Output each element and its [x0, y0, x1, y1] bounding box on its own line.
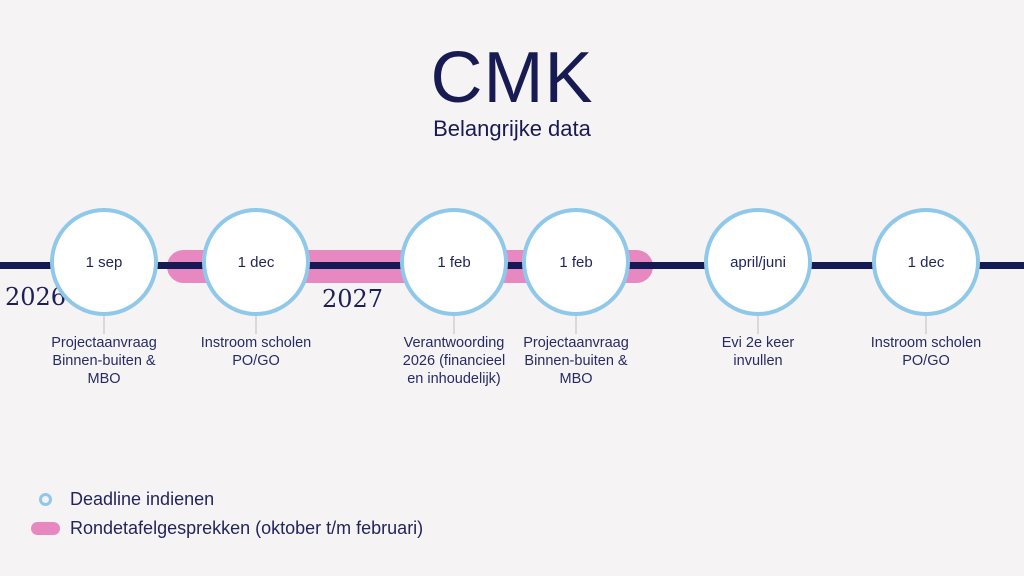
timeline-event: april/juni Evi 2e keer invullen: [673, 208, 843, 370]
event-connector-line: [757, 316, 759, 334]
event-connector-line: [575, 316, 577, 334]
deadline-circle-icon: 1 dec: [202, 208, 310, 316]
legend-item-roundtable: Rondetafelgesprekken (oktober t/m februa…: [30, 517, 423, 539]
event-label: Instroom scholen PO/GO: [870, 335, 982, 369]
event-connector-line: [453, 316, 455, 334]
event-connector-line: [103, 316, 105, 334]
event-connector-line: [925, 316, 927, 334]
event-label: Instroom scholen PO/GO: [200, 335, 312, 369]
legend-item-deadline: Deadline indienen: [30, 488, 423, 510]
event-connector-line: [255, 316, 257, 334]
timeline-event: 1 dec Instroom scholen PO/GO: [841, 208, 1011, 370]
deadline-circle-icon: 1 feb: [400, 208, 508, 316]
roundtable-pill-icon: [30, 521, 60, 535]
event-date: 1 dec: [237, 253, 275, 271]
legend: Deadline indienen Rondetafelgesprekken (…: [30, 488, 423, 539]
legend-label: Deadline indienen: [70, 488, 215, 509]
event-label: Verantwoording 2026 (financieel en inhou…: [402, 335, 506, 387]
event-date: 1 feb: [559, 253, 593, 271]
deadline-circle-icon: 1 sep: [50, 208, 158, 316]
deadline-circle-icon: april/juni: [704, 208, 812, 316]
legend-icon-box: [30, 492, 60, 506]
deadline-circle-icon: 1 dec: [872, 208, 980, 316]
page-subtitle: Belangrijke data: [433, 116, 591, 141]
timeline-event: 1 sep Projectaanvraag Binnen-buiten & MB…: [19, 208, 189, 388]
deadline-circle-icon: 1 feb: [522, 208, 630, 316]
event-date: april/juni: [730, 253, 786, 271]
timeline-event: 1 feb Projectaanvraag Binnen-buiten & MB…: [491, 208, 661, 388]
timeline-event: 1 dec Instroom scholen PO/GO: [171, 208, 341, 370]
year-label-2027: 2027: [322, 285, 384, 313]
legend-icon-box: [30, 521, 60, 535]
legend-label: Rondetafelgesprekken (oktober t/m februa…: [70, 517, 424, 538]
timeline-event: 1 feb Verantwoording 2026 (financieel en…: [369, 208, 539, 388]
page-title: CMK: [430, 38, 594, 118]
deadline-circle-icon: [38, 492, 52, 506]
event-label: Evi 2e keer invullen: [721, 335, 795, 369]
timeline-axis: [0, 262, 1024, 269]
event-date: 1 dec: [907, 253, 945, 271]
event-date: 1 feb: [437, 253, 471, 271]
event-label: Projectaanvraag Binnen-buiten & MBO: [523, 335, 629, 387]
event-date: 1 sep: [85, 253, 123, 271]
event-label: Projectaanvraag Binnen-buiten & MBO: [51, 335, 157, 387]
